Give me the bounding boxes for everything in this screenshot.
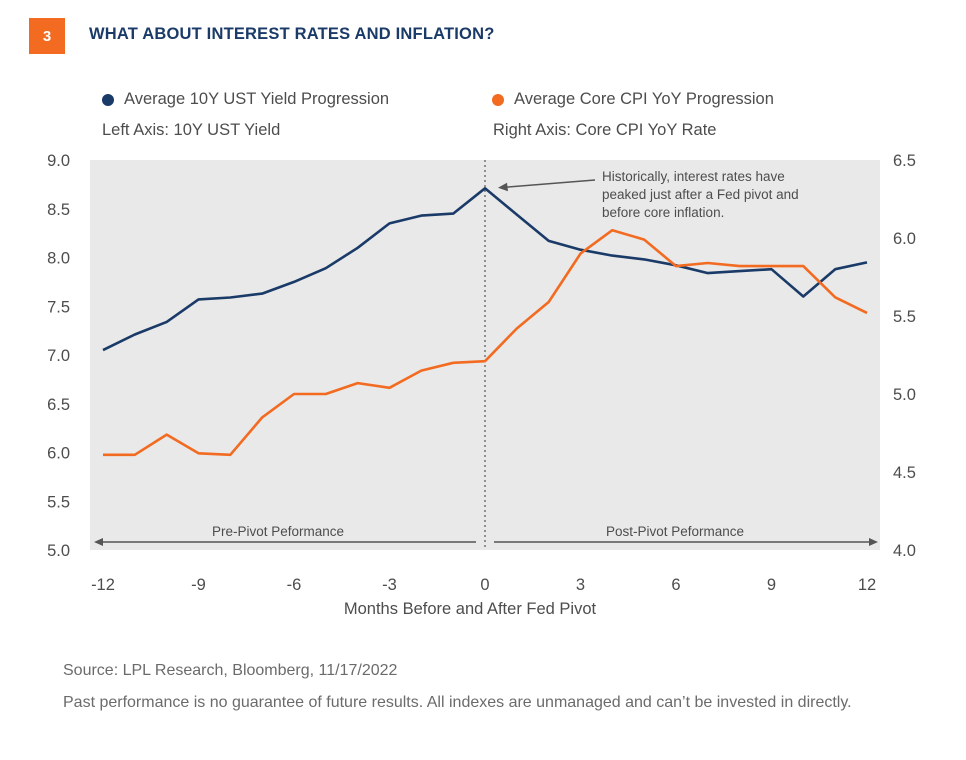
y-left-tick-label: 9.0	[47, 152, 70, 170]
annotation-arrowhead	[498, 182, 508, 192]
right-axis-note: Right Axis: Core CPI YoY Rate	[493, 121, 717, 139]
post-pivot-label: Post-Pivot Peformance	[606, 524, 744, 539]
pre-pivot-label: Pre-Pivot Peformance	[212, 524, 344, 539]
y-left-tick-label: 7.5	[47, 298, 70, 316]
y-right-tick-label: 4.5	[893, 464, 916, 482]
source-note: Source: LPL Research, Bloomberg, 11/17/2…	[63, 662, 398, 679]
legend-item-yield: Average 10Y UST Yield Progression	[102, 90, 389, 109]
y-left-tick-label: 7.0	[47, 347, 70, 365]
y-right-tick-label: 6.0	[893, 230, 916, 248]
legend-label-cpi: Average Core CPI YoY Progression	[514, 90, 774, 108]
annotation-arrow-line	[504, 179, 596, 189]
x-axis-label: Months Before and After Fed Pivot	[344, 600, 597, 618]
line-chart: 5.0 5.5 6.0 6.5 7.0 7.5 8.0 8.5 9.0 4.0 4.5 5.0 5.5 6…	[47, 152, 916, 618]
x-tick-label: 6	[671, 576, 680, 594]
pre-pivot-arrowhead	[94, 538, 103, 546]
x-tick-label: 3	[576, 576, 585, 594]
disclaimer-note: Past performance is no guarantee of futu…	[63, 694, 852, 711]
y-left-tick-label: 6.0	[47, 445, 70, 463]
x-tick-label: -3	[382, 576, 397, 594]
left-axis-note: Left Axis: 10Y UST Yield	[102, 121, 281, 139]
x-tick-label: -12	[91, 576, 115, 594]
x-tick-label: 9	[767, 576, 776, 594]
y-left-tick-label: 8.0	[47, 250, 70, 268]
pivot-annotation-text: before core inflation.	[602, 205, 724, 220]
chart-number-badge: 3	[29, 18, 65, 54]
x-tick-label: -6	[287, 576, 302, 594]
legend-dot-icon	[492, 93, 504, 106]
yield-series-line	[102, 187, 868, 352]
x-tick-label: 0	[480, 576, 489, 594]
y-left-tick-label: 8.5	[47, 201, 70, 219]
legend-dot-icon	[102, 93, 114, 106]
y-left-tick-label: 6.5	[47, 396, 70, 414]
y-right-tick-label: 6.5	[893, 152, 916, 170]
post-pivot-arrowhead	[869, 538, 878, 546]
x-tick-label: 12	[858, 576, 876, 594]
cpi-series-line	[103, 228, 868, 457]
y-right-tick-label: 4.0	[893, 542, 916, 560]
y-right-tick-label: 5.5	[893, 308, 916, 326]
pivot-annotation-text: peaked just after a Fed pivot and	[602, 187, 799, 202]
chart-title: WHAT ABOUT INTEREST RATES AND INFLATION?	[89, 25, 495, 43]
y-left-tick-label: 5.0	[47, 542, 70, 560]
y-right-tick-label: 5.0	[893, 386, 916, 404]
x-tick-label: -9	[191, 576, 206, 594]
legend-label-yield: Average 10Y UST Yield Progression	[124, 90, 390, 108]
legend-item-cpi: Average Core CPI YoY Progression	[492, 90, 774, 109]
pivot-annotation-text: Historically, interest rates have	[602, 169, 785, 184]
y-left-tick-label: 5.5	[47, 493, 70, 511]
